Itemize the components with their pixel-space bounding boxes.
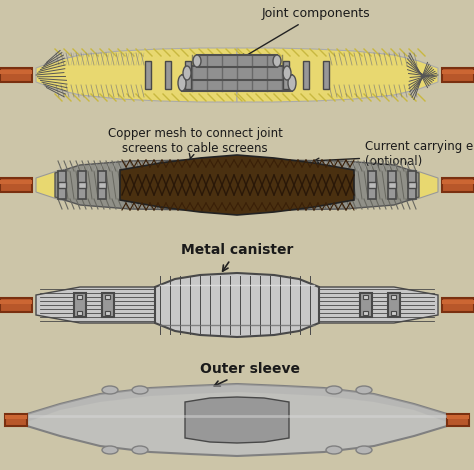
Text: Copper mesh to connect joint
screens to cable screens: Copper mesh to connect joint screens to … — [108, 127, 283, 158]
Bar — [364, 311, 368, 315]
Bar — [102, 293, 114, 317]
Bar — [392, 311, 396, 315]
Text: Joint components: Joint components — [241, 8, 371, 59]
Bar — [442, 298, 474, 312]
Ellipse shape — [326, 386, 342, 394]
Bar — [47, 298, 427, 312]
Bar — [368, 182, 376, 188]
Bar — [0, 180, 32, 184]
Ellipse shape — [273, 55, 281, 67]
Ellipse shape — [102, 446, 118, 454]
Bar — [78, 295, 82, 299]
Bar — [106, 311, 110, 315]
Polygon shape — [55, 160, 419, 210]
Bar — [388, 171, 396, 199]
Ellipse shape — [178, 75, 186, 91]
Bar — [368, 171, 376, 199]
Ellipse shape — [356, 386, 372, 394]
Ellipse shape — [326, 446, 342, 454]
Polygon shape — [27, 384, 447, 422]
Polygon shape — [120, 155, 354, 215]
Ellipse shape — [132, 386, 148, 394]
Bar — [408, 182, 416, 188]
Bar — [360, 293, 372, 317]
Bar — [388, 293, 400, 317]
Bar — [78, 182, 86, 188]
Text: Current carrying earth strap
(optional): Current carrying earth strap (optional) — [314, 140, 474, 168]
Bar — [165, 61, 171, 89]
Bar — [447, 415, 469, 419]
Ellipse shape — [283, 66, 291, 80]
Bar — [98, 182, 106, 188]
Bar — [442, 70, 474, 74]
Ellipse shape — [102, 386, 118, 394]
Bar — [323, 61, 329, 89]
Polygon shape — [237, 48, 438, 102]
Polygon shape — [237, 163, 438, 207]
Bar — [185, 61, 191, 89]
Bar — [78, 311, 82, 315]
Polygon shape — [36, 48, 237, 102]
Bar — [106, 295, 110, 299]
Ellipse shape — [193, 55, 201, 67]
Bar — [98, 171, 106, 199]
Bar — [74, 293, 86, 317]
Bar — [187, 66, 287, 80]
Bar — [447, 414, 469, 426]
Bar — [303, 61, 309, 89]
Ellipse shape — [183, 66, 191, 80]
Polygon shape — [36, 163, 237, 207]
Polygon shape — [185, 397, 289, 443]
Bar — [145, 61, 151, 89]
Bar — [5, 415, 27, 419]
Bar — [442, 180, 474, 184]
Bar — [392, 295, 396, 299]
Bar — [442, 300, 474, 304]
Bar — [364, 295, 368, 299]
Bar — [78, 171, 86, 199]
Bar — [0, 68, 32, 82]
Polygon shape — [27, 384, 447, 456]
Bar — [442, 178, 474, 192]
Bar — [388, 182, 396, 188]
Bar — [197, 55, 277, 67]
Ellipse shape — [288, 75, 296, 91]
Ellipse shape — [132, 446, 148, 454]
Bar — [0, 178, 32, 192]
Polygon shape — [155, 273, 319, 337]
Bar — [283, 61, 289, 89]
Ellipse shape — [356, 446, 372, 454]
Bar — [58, 171, 66, 199]
Polygon shape — [319, 287, 438, 323]
Bar — [442, 68, 474, 82]
Text: Outer sleeve: Outer sleeve — [200, 362, 300, 386]
Bar — [5, 414, 27, 426]
Polygon shape — [36, 287, 155, 323]
Bar — [0, 298, 32, 312]
Text: Metal canister: Metal canister — [181, 243, 293, 271]
Bar — [0, 300, 32, 304]
Bar — [58, 182, 66, 188]
Bar — [182, 75, 292, 91]
Bar — [0, 70, 32, 74]
Bar — [408, 171, 416, 199]
